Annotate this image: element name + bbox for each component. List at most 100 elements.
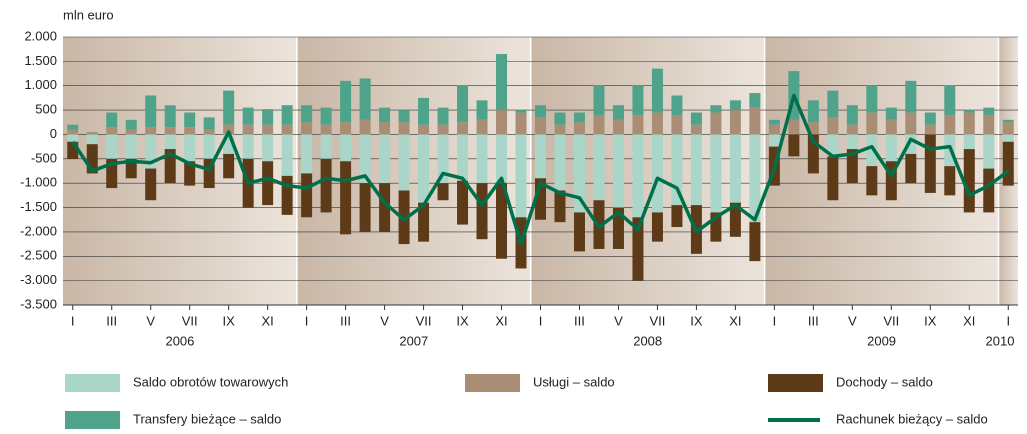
x-tick-label: VII — [649, 313, 665, 328]
bar-segment — [573, 134, 585, 213]
bar-segment — [476, 134, 488, 184]
bar-segment — [301, 122, 313, 135]
y-tick-label: 500 — [35, 102, 57, 117]
bar-segment — [905, 80, 917, 113]
x-tick-label: IX — [924, 313, 937, 328]
bar-segment — [125, 134, 137, 159]
bar-segment — [437, 183, 449, 201]
bar-segment — [963, 134, 975, 150]
bar-segment — [145, 168, 157, 201]
bar-segment — [729, 100, 741, 111]
bar-segment — [301, 134, 313, 174]
bar-segment — [983, 134, 995, 169]
bar-segment — [535, 117, 546, 135]
bar-segment — [632, 217, 644, 281]
bar-segment — [749, 134, 761, 223]
bar-segment — [281, 175, 293, 215]
x-tick-label: V — [614, 313, 623, 328]
bar-segment — [905, 134, 917, 154]
bar-segment — [593, 114, 605, 135]
x-tick-label: VII — [883, 313, 899, 328]
bar-segment — [1002, 122, 1014, 135]
bar-segment — [106, 112, 118, 128]
bar-segment — [573, 112, 585, 123]
bar-segment — [145, 134, 157, 169]
bar-segment — [184, 161, 196, 186]
legend-label: Rachunek bieżący – saldo — [836, 411, 988, 426]
bar-segment — [612, 207, 624, 249]
bar-segment — [398, 122, 410, 135]
bar-segment — [1002, 134, 1014, 142]
bar-segment — [768, 119, 780, 125]
bar-segment — [651, 212, 663, 242]
year-label: 2007 — [399, 333, 428, 348]
bar-segment — [807, 134, 819, 174]
y-tick-label: 0 — [50, 126, 57, 141]
bar-segment — [749, 107, 761, 135]
bar-segment — [67, 129, 79, 135]
bar-segment — [768, 124, 780, 135]
bar-segment — [671, 114, 683, 135]
bar-segment — [866, 112, 878, 135]
bar-segment — [340, 161, 352, 235]
bar-segment — [924, 134, 936, 193]
y-tick-label: -3.500 — [20, 296, 57, 311]
bar-segment — [535, 105, 546, 118]
bar-segment — [320, 124, 332, 135]
x-tick-label: I — [773, 313, 777, 328]
x-tick-label: III — [574, 313, 585, 328]
bar-segment — [106, 158, 118, 189]
bar-segment — [690, 134, 702, 206]
bar-segment — [223, 134, 235, 154]
bar-segment — [710, 212, 722, 242]
bar-segment — [671, 134, 683, 206]
bar-segment — [515, 110, 527, 113]
bar-segment — [612, 134, 624, 208]
bar-segment — [164, 134, 176, 150]
legend-swatch — [65, 374, 120, 392]
bar-segment — [106, 127, 118, 135]
year-label: 2008 — [633, 333, 662, 348]
x-tick-label: IX — [690, 313, 703, 328]
year-band — [530, 37, 765, 305]
bar-segment — [846, 105, 858, 125]
bar-segment — [749, 93, 761, 108]
legend-label: Usługi – saldo — [533, 374, 615, 389]
bar-segment — [379, 107, 391, 123]
bar-segment — [262, 161, 274, 206]
y-tick-label: -3.000 — [20, 272, 57, 287]
x-tick-label: VII — [416, 313, 432, 328]
x-tick-label: IX — [456, 313, 469, 328]
bar-segment — [515, 112, 527, 135]
y-tick-label: -2.000 — [20, 223, 57, 238]
bar-segment — [203, 117, 215, 130]
x-tick-label: III — [340, 313, 351, 328]
legend-swatch — [465, 374, 520, 392]
x-tick-label: III — [808, 313, 819, 328]
bar-segment — [437, 124, 449, 135]
bar-segment — [554, 190, 566, 223]
y-axis-label: mln euro — [63, 7, 114, 22]
bar-segment — [554, 112, 566, 125]
bar-segment — [827, 117, 839, 135]
bar-segment — [846, 134, 858, 150]
x-tick-label: V — [848, 313, 857, 328]
year-label: 2010 — [986, 333, 1015, 348]
bar-segment — [632, 134, 644, 218]
bar-segment — [457, 134, 469, 181]
bar-segment — [242, 134, 254, 159]
bar-segment — [827, 134, 839, 157]
bar-segment — [496, 110, 508, 135]
bar-segment — [885, 107, 897, 120]
bar-segment — [866, 166, 878, 196]
bar-segment — [768, 134, 780, 147]
bar-segment — [651, 112, 663, 135]
bar-segment — [846, 149, 858, 184]
bar-segment — [359, 183, 371, 232]
bar-segment — [632, 85, 644, 115]
bar-segment — [944, 166, 956, 196]
bar-segment — [651, 134, 663, 213]
bar-segment — [398, 134, 410, 191]
bar-segment — [496, 54, 508, 111]
